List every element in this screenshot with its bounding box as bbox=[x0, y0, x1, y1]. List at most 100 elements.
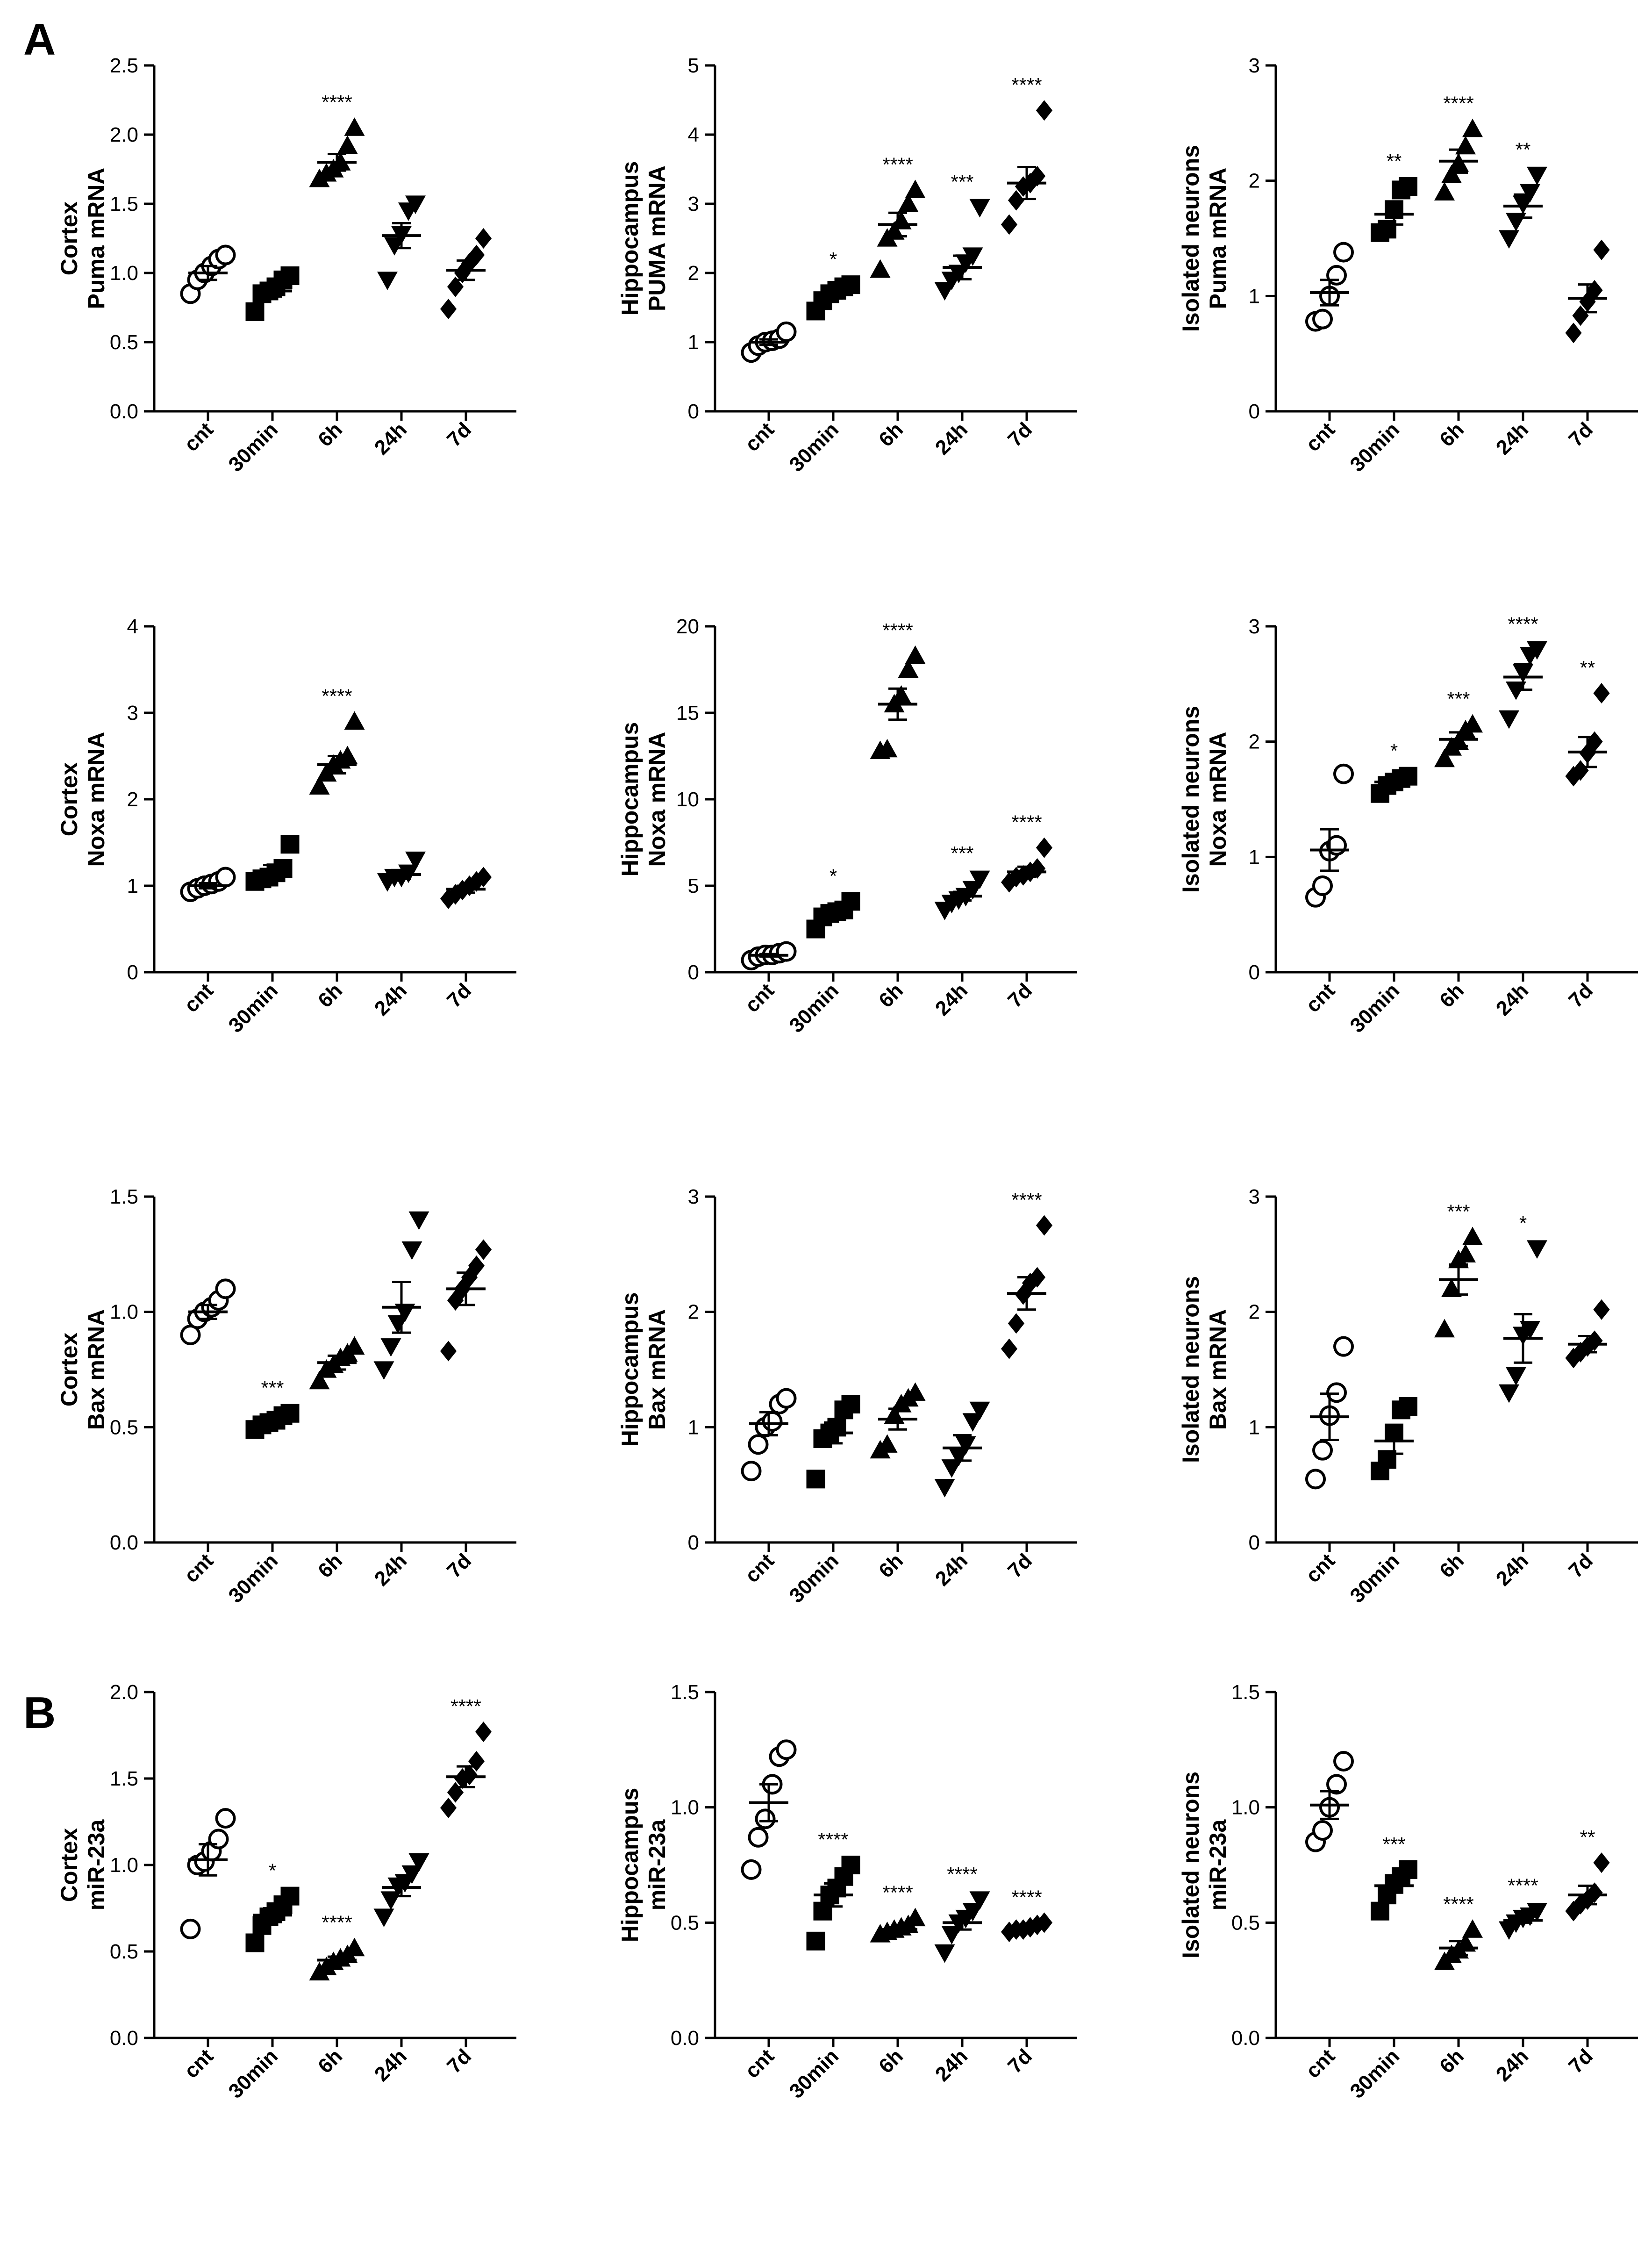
x-tick-label: 7d bbox=[1003, 418, 1037, 451]
data-point bbox=[405, 195, 426, 214]
x-tick-label: 30min bbox=[785, 1549, 843, 1607]
data-point bbox=[1527, 1240, 1547, 1259]
data-point bbox=[401, 1865, 422, 1884]
y-tick-label: 0 bbox=[688, 961, 699, 984]
significance-label: **** bbox=[1011, 74, 1042, 96]
y-tick-label: 1 bbox=[688, 1416, 699, 1439]
data-point bbox=[1029, 858, 1046, 879]
x-tick-label: 30min bbox=[224, 979, 282, 1037]
data-point bbox=[468, 1255, 485, 1276]
data-point bbox=[387, 1315, 408, 1334]
y-axis-label-line: Puma mRNA bbox=[83, 168, 109, 309]
data-point bbox=[1008, 1313, 1025, 1334]
x-tick-label: 24h bbox=[1492, 418, 1533, 459]
y-tick-label: 3 bbox=[688, 1185, 699, 1208]
data-point bbox=[748, 1434, 769, 1455]
significance-label: **** bbox=[1443, 93, 1473, 115]
y-axis-label: HippocampusBax mRNA bbox=[617, 1292, 670, 1447]
data-point bbox=[1008, 190, 1025, 211]
y-axis-label: Isolated neuronsBax mRNA bbox=[1178, 1276, 1231, 1463]
x-tick-label: cnt bbox=[180, 418, 218, 456]
x-tick-label: cnt bbox=[741, 1549, 779, 1587]
data-point bbox=[813, 1901, 832, 1921]
data-point bbox=[344, 1937, 365, 1957]
y-tick-label: 2 bbox=[1249, 1301, 1260, 1324]
data-point bbox=[1312, 1820, 1333, 1841]
x-tick-label: 24h bbox=[931, 979, 972, 1020]
x-tick-label: cnt bbox=[741, 418, 779, 456]
data-point bbox=[401, 1241, 422, 1260]
x-tick-label: 24h bbox=[1492, 2044, 1533, 2086]
y-tick-label: 0 bbox=[1249, 400, 1260, 423]
x-tick-label: 24h bbox=[931, 2044, 972, 2086]
data-point bbox=[1593, 1852, 1610, 1873]
data-point bbox=[969, 870, 990, 889]
data-point bbox=[447, 276, 464, 297]
chart-1: 0.0 0.5 1.0 1.5 2.0 2.5 CortexPuma mRNA cnt 30mi… bbox=[56, 54, 516, 476]
x-tick-label: 7d bbox=[1003, 1549, 1037, 1582]
y-tick-label: 2 bbox=[1249, 170, 1260, 193]
y-axis-label: CortexBax mRNA bbox=[56, 1309, 109, 1430]
significance-label: *** bbox=[261, 1377, 284, 1399]
y-axis-label-line: Hippocampus bbox=[617, 1788, 643, 1943]
data-point bbox=[344, 1336, 365, 1355]
x-tick-label: 30min bbox=[785, 418, 843, 476]
y-axis-label-line: Bax mRNA bbox=[1205, 1309, 1231, 1430]
data-point bbox=[755, 1808, 776, 1829]
chart-6: 0 1 2 3 Isolated neuronsNoxa mRNA cnt 30min * 6h… bbox=[1178, 613, 1638, 1037]
y-axis-label-line: PUMA mRNA bbox=[644, 165, 670, 311]
y-axis-label-line: Bax mRNA bbox=[644, 1309, 670, 1430]
x-tick-label: 30min bbox=[224, 2044, 282, 2103]
y-tick-label: 3 bbox=[1249, 54, 1260, 77]
y-axis-label: HippocampusNoxa mRNA bbox=[617, 722, 670, 877]
data-point bbox=[1499, 710, 1519, 729]
y-axis-label: Isolated neuronsNoxa mRNA bbox=[1178, 706, 1231, 893]
chart-4: 0 1 2 3 4 CortexNoxa mRNA cnt 30min 6h **** 24h 7d bbox=[56, 615, 516, 1037]
y-tick-label: 1.0 bbox=[110, 1301, 138, 1324]
y-tick-label: 1.0 bbox=[110, 1854, 138, 1877]
data-point bbox=[408, 1853, 429, 1872]
significance-label: **** bbox=[322, 685, 352, 707]
data-point bbox=[905, 645, 926, 664]
data-point bbox=[1036, 837, 1053, 858]
y-tick-label: 0.0 bbox=[110, 400, 138, 423]
data-point bbox=[1001, 214, 1018, 235]
y-axis-label-line: miR-23a bbox=[1205, 1819, 1231, 1911]
data-point bbox=[280, 835, 300, 854]
y-axis-label: CortexPuma mRNA bbox=[56, 168, 109, 309]
data-point bbox=[1462, 118, 1483, 137]
y-tick-label: 1 bbox=[1249, 285, 1260, 308]
x-tick-label: 6h bbox=[314, 979, 347, 1012]
y-axis-label: Isolated neuronsPuma mRNA bbox=[1178, 145, 1231, 332]
data-point bbox=[1565, 323, 1582, 344]
x-tick-label: 6h bbox=[1435, 1549, 1468, 1582]
data-point bbox=[309, 1370, 330, 1390]
y-tick-label: 0.5 bbox=[110, 331, 138, 354]
data-point bbox=[215, 867, 236, 888]
x-tick-label: 6h bbox=[874, 979, 908, 1012]
x-tick-label: cnt bbox=[180, 2044, 218, 2083]
data-point bbox=[373, 1361, 394, 1380]
data-point bbox=[905, 1382, 926, 1401]
y-axis-label-line: Isolated neurons bbox=[1178, 1772, 1204, 1958]
y-tick-label: 2.5 bbox=[110, 54, 138, 77]
data-point bbox=[741, 1859, 762, 1880]
data-point bbox=[215, 1278, 236, 1299]
y-tick-label: 2 bbox=[688, 1301, 699, 1324]
y-tick-label: 0.0 bbox=[1231, 2027, 1260, 2050]
significance-label: **** bbox=[818, 1829, 848, 1851]
significance-label: * bbox=[269, 1860, 276, 1882]
data-point bbox=[309, 776, 330, 795]
x-tick-label: 7d bbox=[1564, 418, 1597, 451]
data-point bbox=[405, 851, 426, 870]
x-tick-label: cnt bbox=[180, 1549, 218, 1587]
x-tick-label: 6h bbox=[314, 1549, 347, 1582]
data-point bbox=[1399, 177, 1417, 196]
panel-label-a: A bbox=[23, 14, 56, 65]
x-tick-label: 7d bbox=[1564, 2044, 1597, 2078]
chart-11: 0.0 0.5 1.0 1.5 HippocampusmiR-23a cnt 30min **… bbox=[617, 1681, 1077, 2103]
data-point bbox=[1333, 242, 1354, 263]
x-tick-label: 7d bbox=[443, 2044, 476, 2078]
